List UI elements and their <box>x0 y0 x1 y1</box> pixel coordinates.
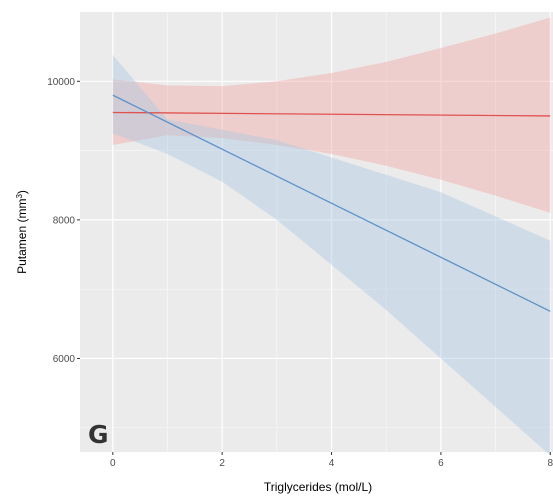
x-axis-ticks: 0 2 4 6 8 <box>110 452 553 469</box>
blue-regression-line <box>112 94 551 312</box>
blue-confidence-band <box>112 55 551 456</box>
y-tick-label: 10000 <box>47 77 75 88</box>
panel-label: G <box>88 420 109 449</box>
y-tick-label: 6000 <box>53 354 76 365</box>
y-axis-title: Putamen (mm3) <box>15 190 30 274</box>
x-tick-label: 4 <box>329 458 335 469</box>
x-tick-label: 8 <box>547 458 553 469</box>
y-tick-label: 8000 <box>53 215 76 226</box>
x-axis-title: Triglycerides (mol/L) <box>264 480 372 494</box>
x-tick-label: 2 <box>219 458 225 469</box>
x-tick-label: 6 <box>438 458 444 469</box>
plot-panel <box>80 12 553 452</box>
regression-lines <box>112 94 551 312</box>
x-tick-label: 0 <box>110 458 116 469</box>
confidence-bands <box>112 17 551 456</box>
grid-minor <box>80 12 553 452</box>
red-regression-line <box>112 111 551 117</box>
red-confidence-band <box>112 17 551 213</box>
y-axis-ticks: 6000 8000 10000 <box>47 77 80 365</box>
grid-major <box>80 12 553 452</box>
